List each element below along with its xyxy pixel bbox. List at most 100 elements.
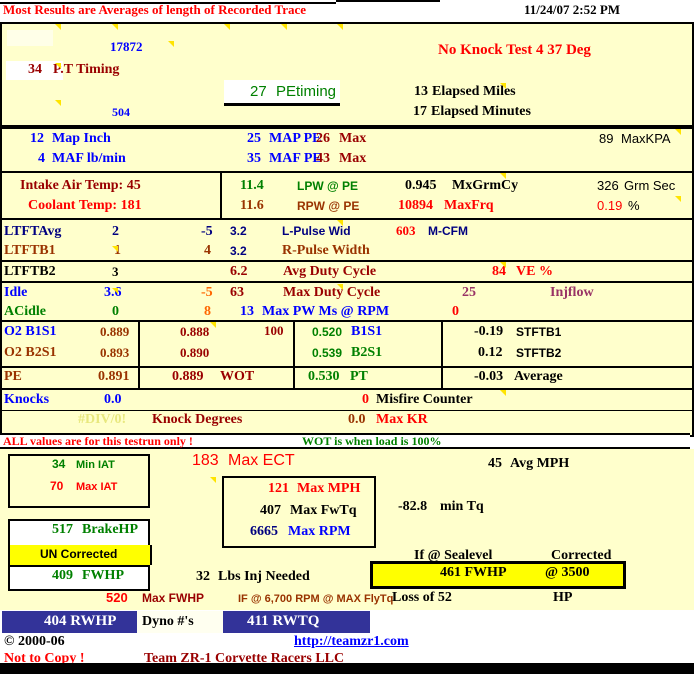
o2-b1s1-v1: 0.889 — [100, 324, 130, 339]
max-mph-value: 121 — [268, 481, 289, 496]
sample-504-value: 504 — [112, 105, 130, 119]
injflow-label: Injflow — [550, 285, 594, 300]
grmsec-label: Grm Sec — [624, 178, 676, 193]
coolant-temp: Coolant Temp: 181 — [28, 198, 142, 213]
copyright-text: © 2000-06 — [4, 634, 65, 649]
maxfrq-value: 10894 — [398, 198, 433, 213]
o2-b1s1-pe-label: B1S1 — [351, 324, 383, 339]
min-iat-label: Min IAT — [76, 459, 115, 471]
comment-marker-icon — [210, 322, 216, 328]
lpulse-value: 3.2 — [230, 224, 247, 238]
comment-marker-icon — [224, 24, 230, 30]
maxpw-label: Max PW Ms @ RPM — [262, 304, 390, 319]
o2-divider-1 — [138, 320, 140, 392]
max-fwhp-condition: IF @ 6,700 RPM @ MAX FlyTq — [238, 593, 394, 605]
elapsed-minutes-label: Elapsed Minutes — [431, 104, 531, 119]
iat-box — [8, 454, 150, 508]
o2-b2s1-v1: 0.893 — [100, 345, 130, 360]
intake-air-temp: Intake Air Temp: 45 — [20, 178, 141, 193]
percent-label: % — [628, 198, 640, 213]
ltftb1-v2: 4 — [204, 243, 211, 258]
corrected-fwhp-value: 461 FWHP — [440, 565, 507, 580]
o2-b1s1-label: O2 B1S1 — [4, 324, 57, 339]
testrun-note: ALL values are for this testrun only ! — [3, 434, 193, 448]
max-rpm-value: 6665 — [250, 524, 278, 539]
pt-timing-label: P.T Timing — [53, 62, 120, 77]
rpw-label: RPW @ PE — [297, 199, 360, 213]
misfire-value: 0 — [362, 392, 369, 407]
max-ect-label: Max ECT — [228, 452, 295, 469]
datetime-stamp: 11/24/07 2:52 PM — [524, 2, 621, 17]
top-window-edge-line2 — [336, 0, 440, 2]
o2-pe-v1: 0.891 — [98, 369, 130, 384]
stftb2-value: 0.12 — [478, 345, 503, 360]
knock-degrees-label: Knock Degrees — [152, 412, 243, 427]
max-duty-value: 63 — [230, 285, 244, 300]
comment-marker-icon — [281, 24, 287, 30]
map-pe-label: MAP PE — [269, 131, 322, 146]
bottom-black-bar — [0, 663, 694, 674]
maf-pe-value: 35 — [247, 151, 261, 166]
comment-marker-icon — [675, 129, 681, 135]
lpulse-label: L-Pulse Wid — [282, 224, 351, 238]
o2-pt-value: 0.530 — [308, 369, 340, 384]
mph-box — [222, 476, 376, 548]
avg-duty-value: 6.2 — [230, 264, 248, 279]
maxkr-label: Max KR — [376, 412, 428, 427]
comment-marker-icon — [675, 196, 681, 202]
comment-marker-icon — [337, 220, 343, 226]
teamzr1-link[interactable]: http://teamzr1.com — [294, 634, 409, 649]
uncorrected-label: UN Corrected — [40, 547, 118, 561]
ltftavg-label: LTFTAvg — [4, 224, 62, 239]
min-tq-value: -82.8 — [398, 499, 428, 514]
mxgrmcy-value: 0.945 — [405, 178, 437, 193]
pe-timing-value: 27 — [250, 83, 267, 100]
pt-timing-cell — [6, 61, 63, 80]
max-rpm-label: Max RPM — [288, 524, 351, 539]
stftb1-value: -0.19 — [474, 324, 504, 339]
elapsed-miles-label: Elapsed Miles — [432, 84, 516, 99]
comment-marker-icon — [112, 246, 118, 252]
mcfm-label: M-CFM — [428, 224, 468, 238]
pe-timing-cell — [224, 80, 340, 106]
mcfm-value: 603 — [396, 223, 416, 238]
comment-marker-icon — [337, 284, 343, 290]
acidle-adj: 8 — [204, 304, 211, 319]
maxpw-value: 13 — [240, 304, 254, 319]
max-fwhp-value: 520 — [106, 590, 128, 605]
corrected-label: Corrected — [551, 548, 612, 563]
o2-b2s1-v2: 0.890 — [180, 345, 210, 360]
max-fwtq-label: Max FwTq — [290, 503, 357, 518]
avg-duty-label: Avg Duty Cycle — [283, 264, 377, 279]
knocks-label: Knocks — [4, 392, 50, 407]
ltftb2-label: LTFTB2 — [4, 264, 56, 279]
ltftb2-value: 3 — [112, 264, 119, 279]
acidle-value: 0 — [112, 304, 119, 319]
ve-label: VE % — [516, 264, 553, 279]
avg-mph-label: Avg MPH — [510, 456, 570, 471]
comment-marker-icon — [500, 83, 506, 89]
elapsed-minutes-value: 17 — [413, 104, 427, 119]
max-iat-label: Max IAT — [76, 481, 118, 493]
brakehp-box — [8, 519, 150, 547]
max-fwhp-label: Max FWHP — [142, 591, 205, 605]
comment-marker-icon — [210, 477, 216, 483]
o2-b2s1-pe-value: 0.539 — [312, 346, 343, 360]
brakehp-value: 517 — [52, 522, 73, 537]
o2-divider-2 — [293, 320, 295, 392]
max-duty-label: Max Duty Cycle — [283, 285, 381, 300]
maf-label: MAF lb/min — [52, 151, 126, 166]
min-iat-value: 34 — [52, 457, 66, 471]
maxkpa-label: MaxKPA — [621, 131, 671, 146]
o2-b1s1-v2: 0.888 — [180, 324, 210, 339]
comment-marker-icon — [337, 24, 343, 30]
team-name-text: Team ZR-1 Corvette Racers LLC — [144, 651, 345, 666]
comment-marker-icon — [500, 390, 506, 396]
max-fwtq-value: 407 — [260, 503, 281, 518]
div0-error-value: #DIV/0! — [78, 412, 127, 427]
map-max-value: 26 — [316, 131, 330, 146]
stftb1-label: STFTB1 — [516, 325, 562, 339]
map-pe-value: 25 — [247, 131, 261, 146]
if-sealevel-label: If @ Sealevel — [414, 548, 493, 563]
